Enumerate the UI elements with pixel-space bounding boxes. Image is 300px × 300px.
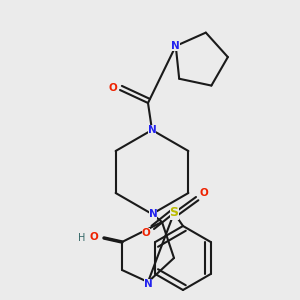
Text: N: N xyxy=(148,209,158,219)
Text: O: O xyxy=(200,188,208,198)
Text: N: N xyxy=(148,125,156,135)
Text: N: N xyxy=(171,41,180,51)
Text: O: O xyxy=(109,83,117,93)
Text: O: O xyxy=(142,228,150,238)
Text: N: N xyxy=(144,279,152,289)
Text: H: H xyxy=(78,233,86,243)
Text: O: O xyxy=(90,232,98,242)
Text: S: S xyxy=(169,206,178,220)
